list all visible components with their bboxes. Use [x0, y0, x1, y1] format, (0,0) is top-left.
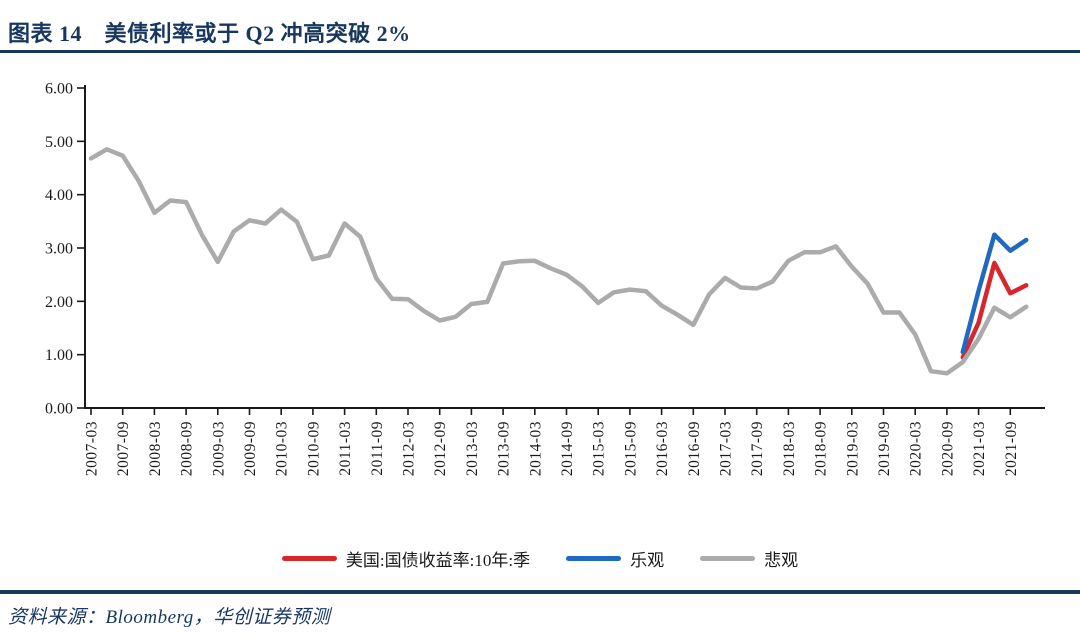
x-tick-label: 2021-03 — [971, 421, 988, 476]
x-tick-label: 2016-09 — [686, 421, 703, 476]
series-line-red — [960, 260, 1029, 360]
y-tick-label: 2.00 — [45, 294, 73, 311]
y-tick-label: 5.00 — [45, 134, 73, 151]
x-tick-label: 2014-09 — [559, 421, 576, 476]
x-tick-label: 2015-03 — [591, 421, 608, 476]
x-tick-label: 2014-03 — [527, 421, 544, 476]
x-tick-label: 2018-03 — [781, 421, 798, 476]
x-tick-label: 2017-03 — [718, 421, 735, 476]
series-line-gray — [88, 147, 1029, 376]
x-tick-label: 2015-09 — [622, 421, 639, 476]
page-title: 图表 14 美债利率或于 Q2 冲高突破 2% — [8, 21, 411, 46]
x-tick-label: 2008-09 — [179, 421, 196, 476]
x-tick-label: 2010-09 — [305, 421, 322, 476]
y-tick-label: 0.00 — [45, 401, 73, 418]
x-tick-label: 2008-03 — [147, 421, 164, 476]
y-tick-label: 4.00 — [45, 187, 73, 204]
x-tick-label: 2013-03 — [464, 421, 481, 476]
x-tick-label: 2019-03 — [844, 421, 861, 476]
footer-rule — [0, 590, 1080, 594]
red-line-swatch — [281, 556, 337, 561]
source-attribution: 资料来源：Bloomberg，华创证券预测 — [8, 607, 331, 628]
chart-legend: 美国:国债收益率:10年:季 乐观 悲观 — [0, 546, 1080, 571]
x-tick-label: 2012-09 — [432, 421, 449, 476]
x-tick-label: 2016-03 — [654, 421, 671, 476]
x-axis-labels: 2007-03 2007-09 2008-03 2008-09 2009-03 2009-… — [84, 408, 1020, 476]
series-line-blue — [960, 232, 1029, 355]
y-tick-label: 3.00 — [45, 241, 73, 258]
x-tick-label: 2020-03 — [908, 421, 925, 476]
x-tick-label: 2007-09 — [115, 421, 132, 476]
x-tick-label: 2017-09 — [749, 421, 766, 476]
x-tick-label: 2011-03 — [337, 421, 354, 476]
x-tick-label: 2011-09 — [369, 421, 386, 476]
x-tick-label: 2007-03 — [84, 421, 101, 476]
x-tick-label: 2009-09 — [242, 421, 259, 476]
x-tick-label: 2013-09 — [496, 421, 513, 476]
legend-label-pessimistic: 悲观 — [764, 551, 799, 570]
x-tick-label: 2010-03 — [274, 421, 291, 476]
legend-item-actual: 美国:国债收益率:10年:季 — [281, 546, 531, 571]
y-axis-labels: 6.00 5.00 4.00 3.00 2.00 1.00 0.00 — [45, 81, 85, 418]
x-tick-label: 2021-09 — [1003, 421, 1020, 476]
gray-line-swatch — [700, 556, 756, 561]
legend-item-pessimistic: 悲观 — [700, 546, 798, 571]
x-tick-label: 2012-03 — [401, 421, 418, 476]
x-tick-label: 2018-09 — [813, 421, 830, 476]
x-tick-label: 2020-09 — [939, 421, 956, 476]
y-tick-label: 6.00 — [45, 81, 73, 98]
axes — [84, 85, 1045, 409]
legend-label-actual: 美国:国债收益率:10年:季 — [345, 551, 531, 570]
legend-label-optimistic: 乐观 — [630, 551, 665, 570]
x-tick-label: 2019-09 — [876, 421, 893, 476]
legend-item-optimistic: 乐观 — [566, 546, 664, 571]
x-tick-label: 2009-03 — [210, 421, 227, 476]
blue-line-swatch — [566, 556, 622, 561]
title-underline — [0, 50, 1080, 53]
y-tick-label: 1.00 — [45, 347, 73, 364]
